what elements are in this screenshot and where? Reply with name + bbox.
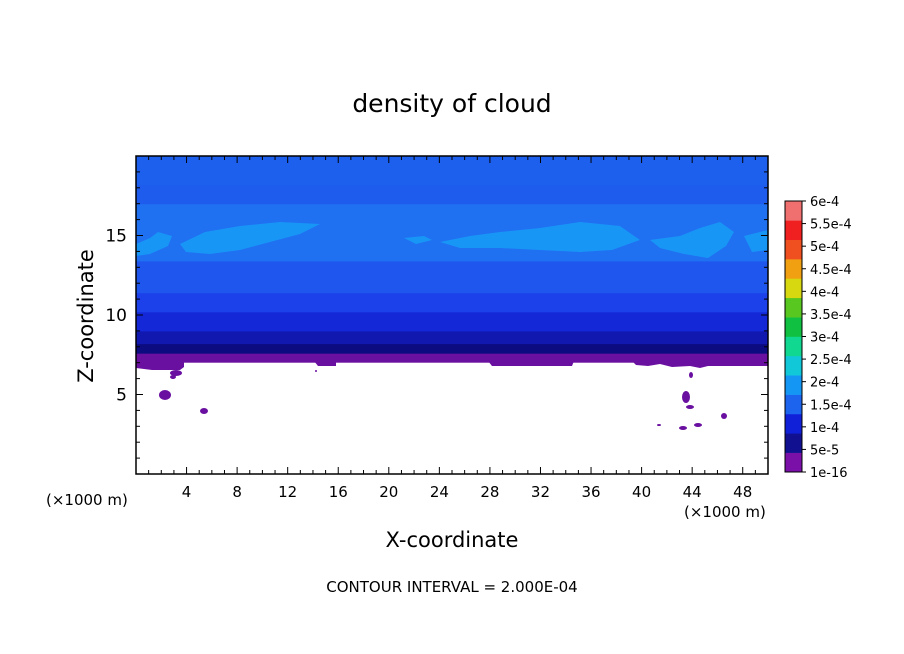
x-tick-label: 24 bbox=[430, 483, 449, 501]
y-tick-label: 10 bbox=[105, 306, 127, 326]
cloud-patch-1 bbox=[170, 375, 176, 379]
cloud-wisp-5 bbox=[404, 236, 432, 244]
clear-region bbox=[136, 362, 768, 474]
cloud-base-bulge-1 bbox=[314, 361, 336, 366]
x-tick-label: 16 bbox=[329, 483, 348, 501]
x-axis-label: X-coordinate bbox=[386, 528, 519, 552]
x-tick-label: 36 bbox=[581, 483, 600, 501]
colorbar-swatch bbox=[785, 278, 802, 299]
density-layer-7 bbox=[136, 184, 768, 205]
y-axis: 5 10 15 bbox=[105, 171, 768, 459]
cloud-patch-5 bbox=[686, 405, 694, 409]
x-tick-label: 40 bbox=[632, 483, 651, 501]
contour-fill bbox=[136, 156, 768, 474]
colorbar-label: 3.5e-4 bbox=[810, 308, 852, 323]
x-tick-label: 4 bbox=[182, 483, 192, 501]
x-tick-label: 8 bbox=[232, 483, 242, 501]
colorbar-swatch bbox=[785, 259, 802, 279]
cloud-patch-4 bbox=[682, 391, 690, 403]
colorbar-label: 6e-4 bbox=[810, 195, 839, 210]
colorbar-label: 2e-4 bbox=[810, 376, 839, 391]
cloud-patch-6 bbox=[689, 372, 693, 378]
z-unit-label: (×1000 m) bbox=[46, 491, 128, 509]
colorbar-label: 3e-4 bbox=[810, 331, 839, 346]
x-unit-label: (×1000 m) bbox=[684, 503, 766, 521]
cloud-patch-0 bbox=[170, 370, 182, 376]
x-tick-label: 20 bbox=[379, 483, 398, 501]
cloud-base-bulge-0 bbox=[136, 361, 184, 370]
x-tick-label: 48 bbox=[733, 483, 752, 501]
cloud-wisp-1 bbox=[180, 222, 320, 254]
x-tick-label: 28 bbox=[480, 483, 499, 501]
contour-interval-label: CONTOUR INTERVAL = 2.000E-04 bbox=[326, 578, 577, 596]
cloud-wisp-2 bbox=[440, 222, 640, 252]
colorbar-swatch bbox=[785, 201, 802, 221]
cloud-wisp-3 bbox=[650, 222, 734, 258]
colorbar: 1e-16 5e-5 1e-4 1.5e-4 2e-4 2.5e-4 3e-4 3.5e-4 4… bbox=[784, 195, 852, 481]
density-layer-3 bbox=[136, 308, 768, 332]
y-axis-label: Z-coordinate bbox=[74, 249, 98, 383]
cloud-patch-3 bbox=[200, 408, 208, 414]
cloud-patch-7 bbox=[721, 413, 727, 419]
cloud-base-bulge-2 bbox=[488, 361, 574, 366]
x-tick-label: 32 bbox=[531, 483, 550, 501]
colorbar-swatch bbox=[785, 317, 802, 337]
chart-title: density of cloud bbox=[352, 89, 551, 118]
colorbar-swatch bbox=[785, 375, 802, 395]
colorbar-swatch bbox=[785, 336, 802, 357]
colorbar-label: 5.5e-4 bbox=[810, 218, 852, 233]
cloud-patch-8 bbox=[679, 426, 687, 430]
colorbar-swatch bbox=[785, 355, 802, 376]
colorbar-swatch bbox=[785, 413, 802, 434]
density-layer-2 bbox=[136, 327, 768, 345]
cloud-wisp-0 bbox=[136, 232, 172, 256]
cloud-patch-10 bbox=[657, 424, 661, 426]
colorbar-swatch bbox=[785, 452, 802, 473]
colorbar-swatch bbox=[785, 433, 802, 453]
cloud-patch-2 bbox=[159, 390, 171, 400]
colorbar-swatch bbox=[785, 239, 802, 260]
colorbar-label: 4.5e-4 bbox=[810, 263, 852, 278]
x-axis: 4 8 12 16 20 24 28 32 36 40 44 48 bbox=[148, 156, 756, 501]
y-tick-label: 15 bbox=[105, 227, 127, 247]
y-tick-label: 5 bbox=[116, 386, 127, 406]
colorbar-swatch bbox=[785, 394, 802, 415]
x-tick-label: 44 bbox=[683, 483, 702, 501]
cloud-base-bulge-3 bbox=[632, 361, 768, 368]
colorbar-label: 1e-4 bbox=[810, 421, 839, 436]
colorbar-label: 1e-16 bbox=[810, 466, 848, 481]
density-layer-4 bbox=[136, 289, 768, 313]
colorbar-label: 5e-5 bbox=[810, 443, 839, 458]
colorbar-swatch bbox=[785, 220, 802, 241]
x-tick-label: 12 bbox=[278, 483, 297, 501]
colorbar-label: 1.5e-4 bbox=[810, 398, 852, 413]
cloud-patch-11 bbox=[315, 370, 317, 372]
colorbar-label: 4e-4 bbox=[810, 285, 839, 300]
colorbar-label: 2.5e-4 bbox=[810, 353, 852, 368]
density-layer-5 bbox=[136, 260, 768, 294]
cloud-patch-9 bbox=[694, 423, 702, 427]
colorbar-label: 5e-4 bbox=[810, 240, 839, 255]
colorbar-swatch bbox=[785, 297, 802, 318]
density-layer-8 bbox=[136, 156, 768, 186]
